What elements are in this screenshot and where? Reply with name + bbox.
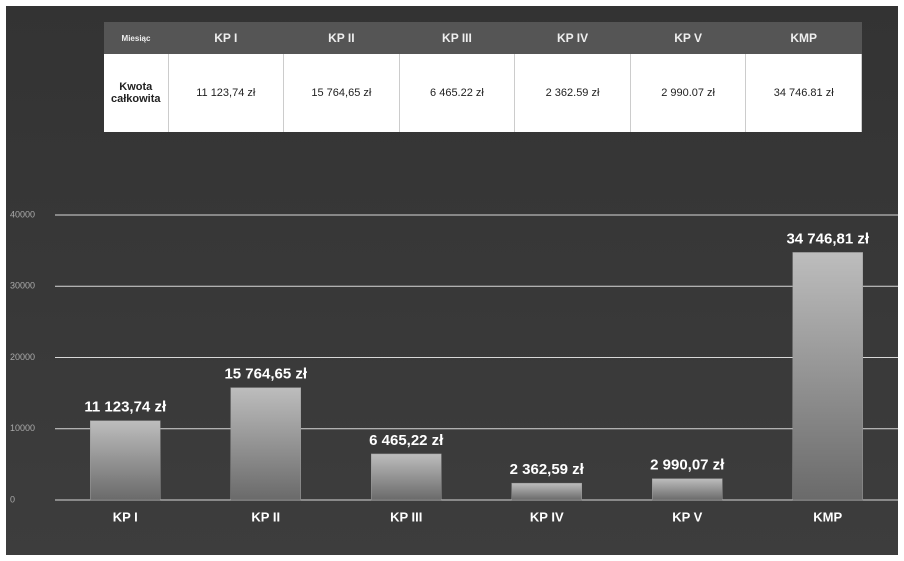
x-tick-label: KP IV xyxy=(530,509,564,524)
header-cell: KP IV xyxy=(514,22,631,54)
header-cell: KP II xyxy=(283,22,400,54)
data-label: 6 465,22 zł xyxy=(369,432,444,449)
x-tick-label: KP I xyxy=(113,509,138,524)
data-label: 34 746,81 zł xyxy=(786,230,869,247)
y-tick-label: 20000 xyxy=(10,352,35,362)
summary-table: Miesiąc KP I KP II KP III KP IV KP V KMP Kwota… xyxy=(104,22,862,132)
bar xyxy=(371,453,442,501)
bar xyxy=(90,420,161,501)
bar xyxy=(652,478,723,501)
y-tick-label: 40000 xyxy=(10,209,35,219)
data-label: 15 764,65 zł xyxy=(224,366,307,383)
x-tick-label: KMP xyxy=(813,509,842,524)
bar xyxy=(511,482,582,501)
header-cell: KP V xyxy=(630,22,746,54)
data-label: 2 990,07 zł xyxy=(650,457,725,474)
data-cell: 15 764,65 zł xyxy=(283,54,400,132)
y-tick-label: 10000 xyxy=(10,423,35,433)
bar xyxy=(230,387,301,501)
data-label: 2 362,59 zł xyxy=(510,461,585,478)
x-tick-label: KP III xyxy=(390,509,422,524)
y-tick-label: 30000 xyxy=(10,281,35,291)
x-tick-label: KP V xyxy=(672,509,702,524)
y-tick-label: 0 xyxy=(10,494,15,504)
data-cell: 11 123,74 zł xyxy=(168,54,285,132)
x-tick-label: KP II xyxy=(251,509,280,524)
data-cell: 6 465.22 zł xyxy=(399,54,516,132)
header-cell: KMP xyxy=(745,22,862,54)
data-cell: 2 362.59 zł xyxy=(514,54,631,132)
header-cell: KP I xyxy=(168,22,284,54)
header-cell: Miesiąc xyxy=(104,22,168,54)
header-cell: KP III xyxy=(399,22,515,54)
bar xyxy=(792,252,863,501)
data-label: 11 123,74 zł xyxy=(84,399,167,416)
data-cell: 34 746.81 zł xyxy=(745,54,862,132)
data-cell: Kwota całkowita xyxy=(104,54,169,132)
data-cell: 2 990.07 zł xyxy=(630,54,747,132)
